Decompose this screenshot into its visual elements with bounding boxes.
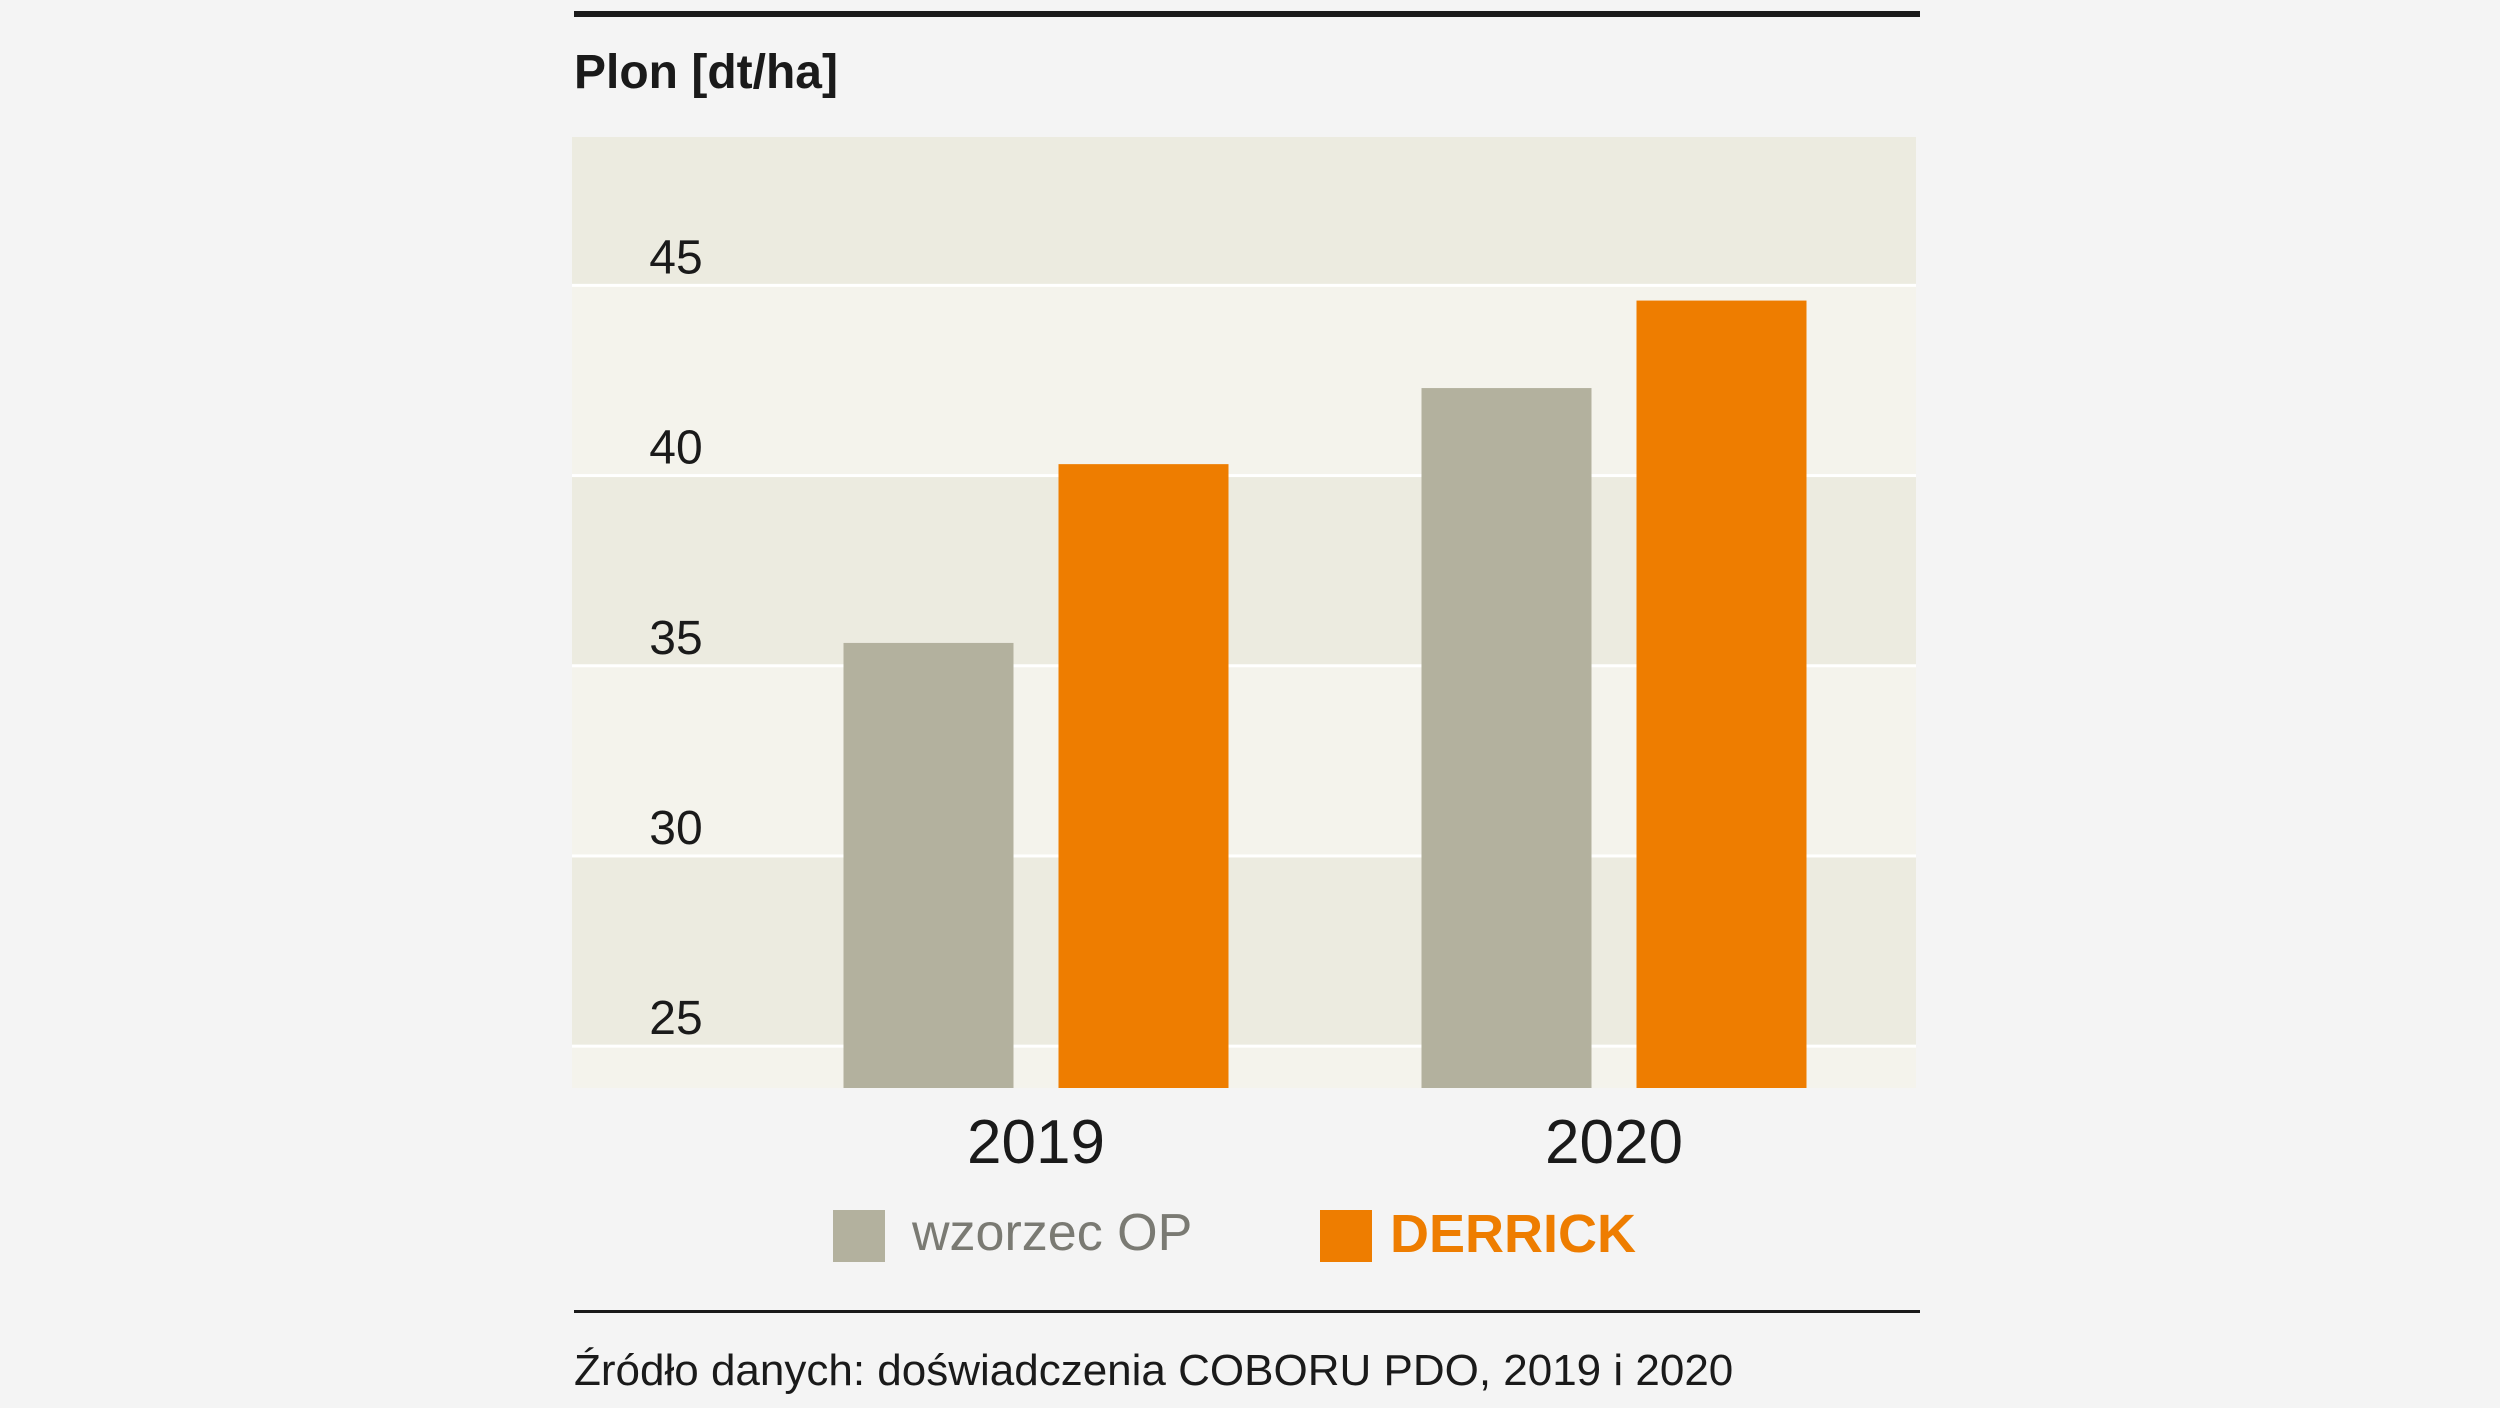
bar-derrick-2020: [1636, 300, 1807, 1088]
top-rule: [574, 11, 1920, 17]
bar-wzorzec-op-2019: [843, 642, 1014, 1088]
legend-label-derrick: DERRICK: [1390, 1204, 1636, 1264]
plot-band: [572, 137, 1916, 286]
chart-title: Plon [dt/ha]: [574, 46, 838, 99]
legend-swatch-wzorzec-op: [833, 1210, 885, 1262]
x-tick-label: 2019: [967, 1108, 1105, 1177]
bar-derrick-2019: [1058, 464, 1229, 1088]
x-tick-label: 2020: [1545, 1108, 1683, 1177]
y-axis-tick-labels: 25 30 35 40 45: [649, 231, 702, 1045]
bottom-rule: [574, 1310, 1920, 1313]
legend-label-wzorzec-op: wzorzec OP: [911, 1204, 1192, 1262]
x-axis-tick-labels: 2019 2020: [967, 1108, 1683, 1177]
gridlines: [572, 283, 1916, 1048]
legend: wzorzec OP DERRICK: [833, 1204, 1636, 1264]
y-tick-label: 40: [649, 422, 702, 475]
source-note: Źródło danych: doświadczenia COBORU PDO,…: [574, 1346, 1733, 1395]
y-tick-label: 25: [649, 992, 702, 1045]
gridline: [572, 854, 1916, 858]
gridline: [572, 474, 1916, 478]
bars: [843, 300, 1807, 1089]
y-tick-label: 35: [649, 612, 702, 665]
gridline: [572, 664, 1916, 668]
gridline: [572, 1044, 1916, 1048]
y-tick-label: 45: [649, 231, 702, 284]
legend-swatch-derrick: [1320, 1210, 1372, 1262]
y-tick-label: 30: [649, 802, 702, 855]
gridline: [572, 283, 1916, 287]
bar-wzorzec-op-2020: [1421, 388, 1592, 1089]
